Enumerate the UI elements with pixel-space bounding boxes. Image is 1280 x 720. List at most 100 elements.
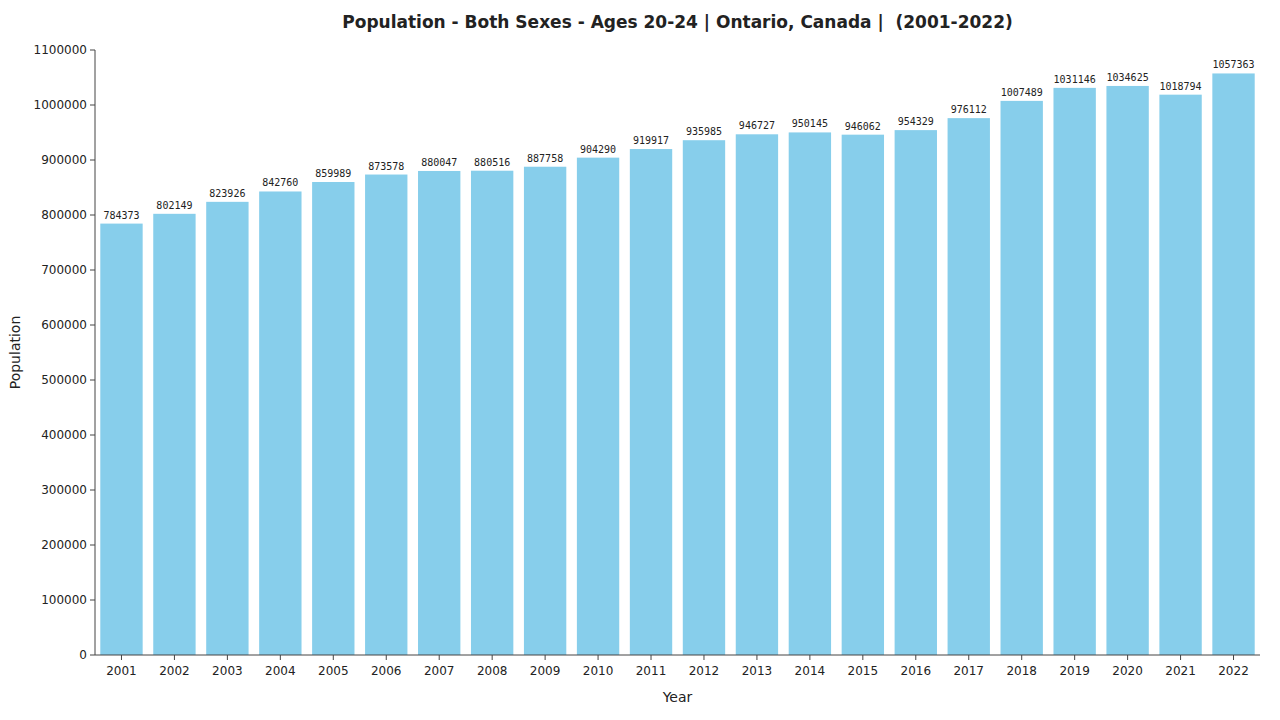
data-label: 842760	[262, 177, 298, 188]
chart: 0100000200000300000400000500000600000700…	[0, 0, 1280, 720]
y-tick	[90, 105, 95, 106]
x-tick-label: 2001	[106, 664, 137, 678]
x-tick-label: 2012	[689, 664, 720, 678]
data-label: 784373	[103, 210, 139, 221]
data-label: 873578	[368, 161, 404, 172]
x-tick-label: 2016	[901, 664, 932, 678]
bar	[471, 171, 513, 655]
x-tick-label: 2010	[583, 664, 614, 678]
x-tick	[968, 655, 969, 660]
x-tick-label: 2014	[795, 664, 826, 678]
data-label: 1031146	[1054, 74, 1096, 85]
bar	[418, 171, 460, 655]
y-axis: 0100000200000300000400000500000600000700…	[34, 43, 95, 662]
x-tick	[174, 655, 175, 660]
data-label: 1034625	[1107, 72, 1149, 83]
bar	[1212, 73, 1254, 655]
x-tick	[862, 655, 863, 660]
x-tick-label: 2002	[159, 664, 190, 678]
y-tick	[90, 50, 95, 51]
x-tick	[915, 655, 916, 660]
y-tick	[90, 380, 95, 381]
data-labels: 7843738021498239268427608599898735788800…	[103, 59, 1254, 220]
x-tick-label: 2005	[318, 664, 349, 678]
y-tick-label: 1000000	[34, 98, 87, 112]
x-axis: 2001200220032004200520062007200820092010…	[106, 655, 1249, 678]
y-tick	[90, 215, 95, 216]
x-tick	[598, 655, 599, 660]
y-tick-label: 1100000	[34, 43, 87, 57]
x-tick-label: 2017	[953, 664, 984, 678]
x-tick	[121, 655, 122, 660]
data-label: 880047	[421, 157, 457, 168]
data-label: 935985	[686, 126, 722, 137]
x-tick	[1074, 655, 1075, 660]
x-tick	[1021, 655, 1022, 660]
bar	[1159, 95, 1201, 655]
bar	[1001, 101, 1043, 655]
x-tick-label: 2003	[212, 664, 243, 678]
x-tick	[333, 655, 334, 660]
bar	[895, 130, 937, 655]
data-label: 1057363	[1212, 59, 1254, 70]
y-tick-label: 900000	[41, 153, 87, 167]
bar	[736, 134, 778, 655]
y-tick-label: 400000	[41, 428, 87, 442]
bar	[789, 132, 831, 655]
y-tick-label: 100000	[41, 593, 87, 607]
x-tick	[386, 655, 387, 660]
data-label: 954329	[898, 116, 934, 127]
x-tick	[809, 655, 810, 660]
y-tick-label: 600000	[41, 318, 87, 332]
y-tick	[90, 490, 95, 491]
data-label: 823926	[209, 188, 245, 199]
bar	[153, 214, 195, 655]
bar	[206, 202, 248, 655]
x-tick	[1233, 655, 1234, 660]
x-tick-label: 2018	[1006, 664, 1037, 678]
y-tick-label: 500000	[41, 373, 87, 387]
bar	[842, 135, 884, 655]
data-label: 976112	[951, 104, 987, 115]
x-axis-label: Year	[662, 689, 693, 705]
y-tick-label: 300000	[41, 483, 87, 497]
data-label: 1007489	[1001, 87, 1043, 98]
x-tick-label: 2004	[265, 664, 296, 678]
bar	[630, 149, 672, 655]
x-tick-label: 2013	[742, 664, 773, 678]
x-tick-label: 2021	[1165, 664, 1196, 678]
bar	[259, 191, 301, 655]
bar	[365, 175, 407, 655]
x-tick-label: 2009	[530, 664, 561, 678]
data-label: 1018794	[1159, 81, 1201, 92]
x-tick	[703, 655, 704, 660]
x-tick-label: 2020	[1112, 664, 1143, 678]
y-tick	[90, 545, 95, 546]
bars	[100, 73, 1254, 655]
bar	[524, 167, 566, 655]
y-tick	[90, 435, 95, 436]
x-tick	[1127, 655, 1128, 660]
x-tick-label: 2006	[371, 664, 402, 678]
x-tick-label: 2019	[1059, 664, 1090, 678]
data-label: 887758	[527, 153, 563, 164]
y-tick	[90, 325, 95, 326]
y-tick	[90, 160, 95, 161]
bar	[577, 158, 619, 655]
x-tick-label: 2011	[636, 664, 667, 678]
data-label: 946062	[845, 121, 881, 132]
x-axis-line	[95, 655, 1260, 656]
data-label: 919917	[633, 135, 669, 146]
bar	[1053, 88, 1095, 655]
bar	[100, 224, 142, 655]
y-tick-label: 200000	[41, 538, 87, 552]
y-tick-label: 800000	[41, 208, 87, 222]
x-tick	[756, 655, 757, 660]
bar	[948, 118, 990, 655]
data-label: 950145	[792, 118, 828, 129]
data-label: 880516	[474, 157, 510, 168]
x-tick	[280, 655, 281, 660]
data-label: 946727	[739, 120, 775, 131]
x-tick-label: 2022	[1218, 664, 1249, 678]
y-tick-label: 0	[79, 648, 87, 662]
